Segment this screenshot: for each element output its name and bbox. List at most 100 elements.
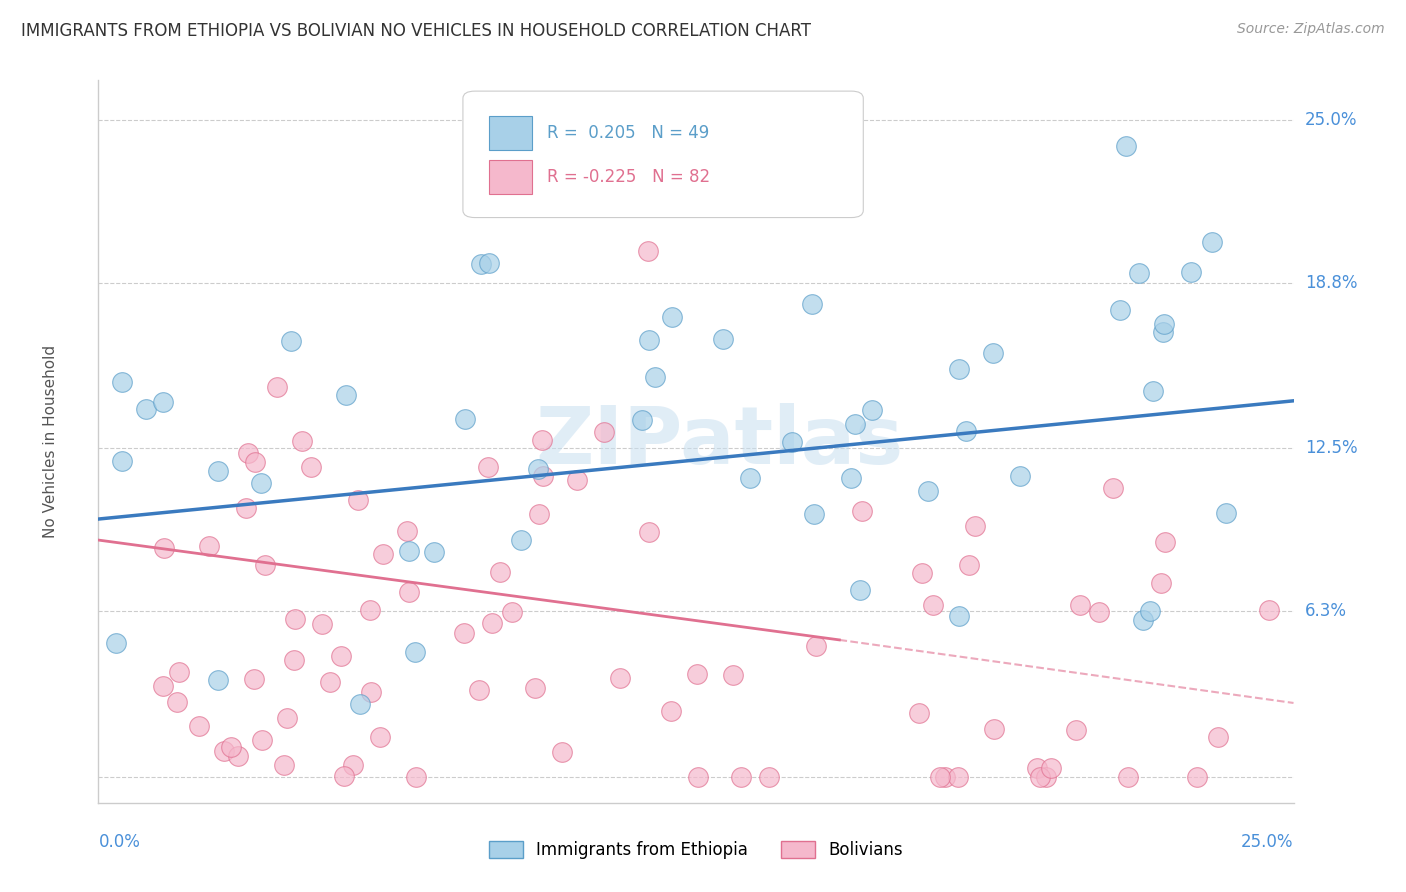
Point	[1115, 139, 1137, 153]
Point	[1150, 575, 1173, 590]
Point	[1039, 761, 1062, 775]
Text: 18.8%: 18.8%	[1305, 274, 1357, 292]
Point	[468, 682, 491, 697]
Point	[1128, 266, 1150, 280]
Point	[1153, 317, 1175, 331]
FancyBboxPatch shape	[489, 116, 533, 151]
Text: 25.0%: 25.0%	[1305, 111, 1357, 128]
Point	[1139, 604, 1161, 618]
Point	[758, 770, 780, 784]
Point	[335, 388, 357, 402]
Point	[527, 462, 550, 476]
Point	[276, 711, 298, 725]
Point	[644, 370, 666, 384]
Point	[844, 417, 866, 431]
Point	[860, 403, 883, 417]
Point	[212, 744, 235, 758]
Point	[1257, 603, 1279, 617]
Text: IMMIGRANTS FROM ETHIOPIA VS BOLIVIAN NO VEHICLES IN HOUSEHOLD CORRELATION CHART: IMMIGRANTS FROM ETHIOPIA VS BOLIVIAN NO …	[21, 22, 811, 40]
Point	[221, 739, 243, 754]
Point	[342, 757, 364, 772]
Point	[523, 681, 546, 695]
Point	[152, 680, 174, 694]
Point	[711, 332, 734, 346]
Text: 0.0%: 0.0%	[98, 833, 141, 851]
Point	[911, 566, 934, 581]
Point	[398, 544, 420, 558]
Point	[1201, 235, 1223, 249]
Point	[236, 446, 259, 460]
Legend: Immigrants from Ethiopia, Bolivians: Immigrants from Ethiopia, Bolivians	[489, 841, 903, 860]
Point	[551, 745, 574, 759]
Text: R =  0.205   N = 49: R = 0.205 N = 49	[547, 124, 709, 142]
Text: Source: ZipAtlas.com: Source: ZipAtlas.com	[1237, 22, 1385, 37]
Text: 25.0%: 25.0%	[1241, 833, 1294, 851]
Point	[661, 310, 683, 324]
Point	[111, 454, 134, 468]
Point	[948, 362, 970, 376]
Point	[839, 471, 862, 485]
Point	[948, 609, 970, 624]
Point	[207, 464, 229, 478]
Point	[359, 603, 381, 617]
Point	[153, 541, 176, 556]
Point	[928, 770, 950, 784]
Point	[1206, 730, 1229, 744]
Point	[111, 376, 134, 390]
Point	[470, 257, 492, 271]
Point	[319, 675, 342, 690]
Point	[311, 617, 333, 632]
Point	[740, 471, 762, 485]
Point	[1008, 469, 1031, 483]
Point	[963, 519, 986, 533]
Point	[488, 565, 510, 579]
Point	[1215, 506, 1237, 520]
Point	[405, 770, 427, 784]
Point	[152, 395, 174, 409]
Point	[1180, 265, 1202, 279]
Point	[609, 671, 631, 685]
Point	[349, 698, 371, 712]
Point	[135, 401, 157, 416]
Point	[1142, 384, 1164, 399]
Point	[333, 769, 356, 783]
Point	[404, 645, 426, 659]
Text: 12.5%: 12.5%	[1305, 439, 1357, 457]
Point	[167, 665, 190, 680]
Point	[981, 346, 1004, 360]
Point	[637, 244, 659, 258]
Point	[253, 558, 276, 573]
Point	[730, 770, 752, 784]
Point	[454, 412, 477, 426]
Point	[226, 749, 249, 764]
Text: 6.3%: 6.3%	[1305, 602, 1347, 620]
Point	[1132, 613, 1154, 627]
Point	[1102, 481, 1125, 495]
Point	[284, 612, 307, 626]
FancyBboxPatch shape	[463, 91, 863, 218]
Point	[1152, 325, 1174, 339]
Point	[166, 695, 188, 709]
Point	[501, 605, 523, 619]
Point	[360, 685, 382, 699]
FancyBboxPatch shape	[489, 160, 533, 194]
Point	[299, 459, 322, 474]
Point	[249, 475, 271, 490]
Point	[283, 653, 305, 667]
Point	[638, 333, 661, 347]
Point	[453, 626, 475, 640]
Point	[593, 425, 616, 439]
Point	[659, 704, 682, 718]
Point	[371, 547, 394, 561]
Point	[104, 636, 127, 650]
Point	[478, 256, 501, 270]
Point	[1088, 605, 1111, 619]
Point	[686, 770, 709, 784]
Point	[957, 558, 980, 572]
Point	[1116, 770, 1139, 784]
Point	[396, 524, 419, 538]
Point	[266, 379, 288, 393]
Point	[347, 493, 370, 508]
Point	[510, 533, 533, 547]
Point	[921, 599, 943, 613]
